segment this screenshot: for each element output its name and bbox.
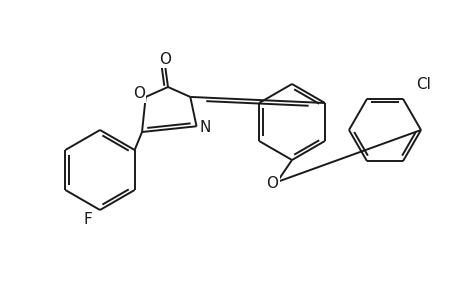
Text: Cl: Cl <box>415 77 430 92</box>
Text: N: N <box>199 120 211 135</box>
Text: F: F <box>84 212 92 227</box>
Text: O: O <box>265 176 277 191</box>
Text: O: O <box>132 86 145 101</box>
Text: O: O <box>159 52 171 67</box>
